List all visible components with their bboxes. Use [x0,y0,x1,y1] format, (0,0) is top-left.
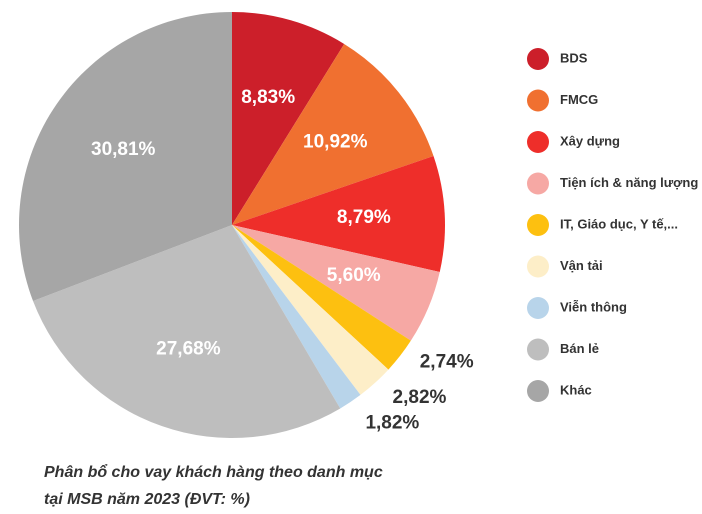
caption: Phân bổ cho vay khách hàng theo danh mục [44,463,383,481]
legend-label: Vận tải [560,258,603,273]
legend-swatch [527,89,549,112]
slice-label: 27,68% [156,339,221,360]
pie-slice [232,43,434,225]
pie-slice [232,225,361,409]
slice-label: 30,81% [91,139,156,160]
slice-label: 10,92% [303,132,368,153]
pie-slice [18,12,233,302]
pie-slice [232,12,345,225]
legend-swatch [527,380,549,402]
slice-label: 8,79% [337,207,391,228]
legend-swatch [527,48,549,70]
pie-slice [232,225,440,341]
legend-swatch [527,131,549,153]
legend-label: Khác [560,382,592,397]
pie-slice [232,225,389,395]
legend-swatch [527,172,549,195]
legend-swatch [527,338,549,361]
legend-label: FMCG [560,92,598,107]
legend-label: Bán lẻ [560,341,599,356]
slice-label: 5,60% [327,265,381,286]
legend-swatch [527,255,549,278]
slice-label: 2,82% [393,387,447,408]
slice-label: 8,83% [241,87,295,108]
pie-slice [232,155,446,272]
legend-label: Tiện ích & năng lượng [560,175,698,190]
slice-label: 2,74% [420,352,474,373]
legend-label: IT, Giáo dục, Y tế,... [560,216,678,231]
legend-label: Xây dựng [560,133,620,148]
caption: tại MSB năm 2023 (ĐVT: %) [44,491,250,508]
pie-slice [232,225,411,370]
legend-label: Viễn thông [560,299,627,314]
legend-swatch [527,214,549,236]
legend-swatch [527,297,549,319]
pie-slice [33,225,341,438]
legend-label: BDS [560,50,588,65]
slice-label: 1,82% [365,412,419,433]
